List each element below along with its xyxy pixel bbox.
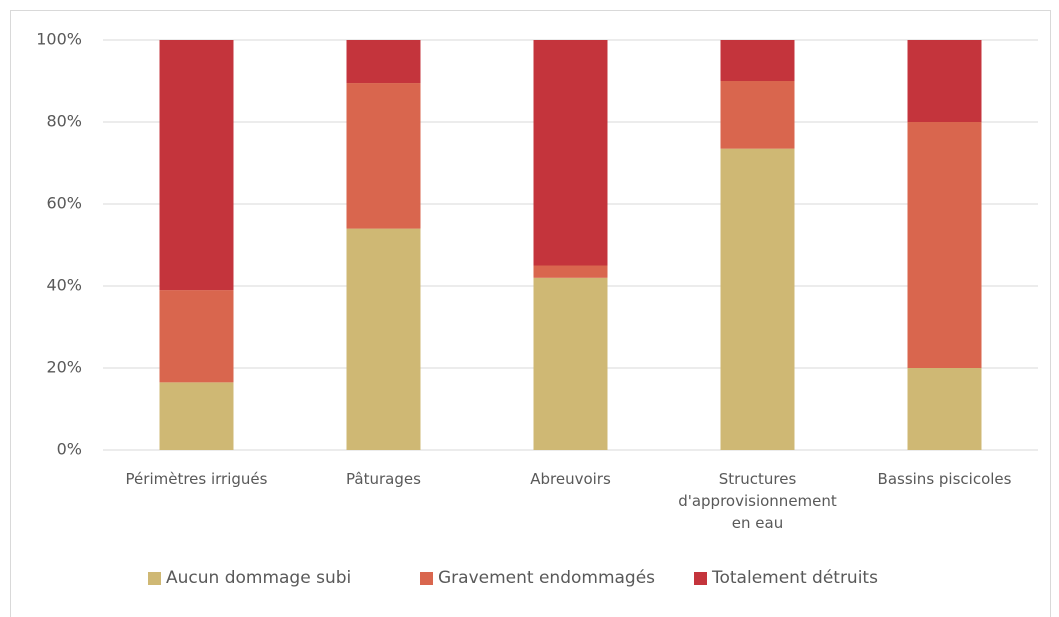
bar-segment — [533, 277, 608, 450]
bar-segment — [907, 368, 982, 450]
bar-segment — [907, 122, 982, 368]
x-tick-label: Périmètres irrigués — [125, 470, 268, 488]
bar-segment — [720, 40, 795, 81]
legend-label: Aucun dommage subi — [166, 568, 352, 588]
bar-segment — [533, 40, 608, 266]
bar-segment — [346, 40, 421, 84]
legend-swatch — [694, 571, 707, 585]
legend-item: Aucun dommage subi — [148, 568, 351, 588]
bar-segment — [346, 228, 421, 450]
chart-frame — [10, 10, 1051, 617]
y-tick-label: 80% — [46, 112, 82, 131]
bar-segment — [159, 40, 234, 291]
x-tick-label: Bassins piscicoles — [877, 470, 1012, 488]
bar-segment — [159, 382, 234, 450]
x-tick-label: Abreuvoirs — [530, 470, 611, 488]
bar-segment — [720, 148, 795, 450]
legend-label: Gravement endommagés — [438, 568, 656, 588]
legend-swatch — [420, 571, 433, 585]
bar-segment — [533, 265, 608, 278]
y-tick-label: 100% — [36, 30, 82, 49]
x-tick-label: Pâturages — [346, 470, 421, 488]
x-tick-label: Structures d'approvisionnement en eau — [678, 470, 837, 532]
bar-segment — [907, 40, 982, 122]
y-tick-label: 0% — [57, 440, 82, 459]
legend-item: Totalement détruits — [694, 568, 878, 588]
legend-swatch — [148, 571, 161, 585]
legend-label: Totalement détruits — [712, 568, 878, 588]
y-tick-label: 40% — [46, 276, 82, 295]
bar-segment — [720, 81, 795, 149]
bar-segment — [159, 290, 234, 383]
legend-item: Gravement endommagés — [420, 568, 655, 588]
bar-segment — [346, 83, 421, 229]
y-tick-label: 60% — [46, 194, 82, 213]
y-tick-label: 20% — [46, 358, 82, 377]
